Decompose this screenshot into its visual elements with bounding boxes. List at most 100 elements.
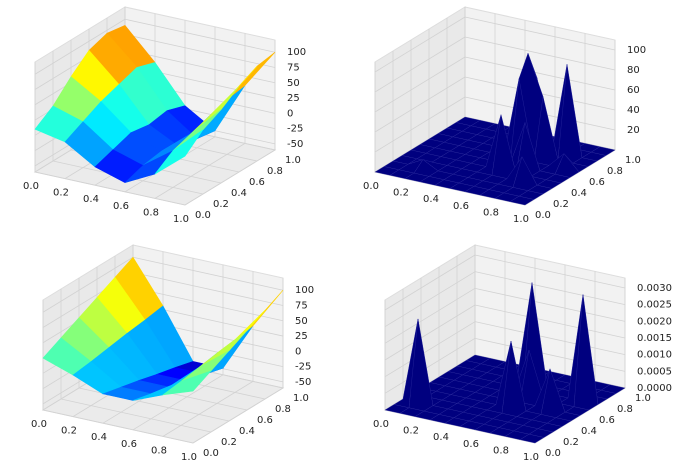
grid-line [42,256,134,313]
y-tick-label: 0.8 [267,166,283,177]
z-tick-label: 100 [287,47,306,58]
grid-line [474,304,626,339]
y-tick-label: 1.0 [635,393,651,404]
grid-line [374,76,466,133]
grid-line [384,271,476,328]
grid-line [464,16,616,51]
z-tick-label: 0.0030 [637,283,672,294]
x-tick-label: 0.8 [483,207,499,218]
grid-line [464,56,616,91]
grid-line [474,321,626,356]
surface-patch [509,196,535,206]
y-tick-label: 0.0 [535,210,551,221]
grid-line [384,304,476,361]
grid-line [474,254,626,289]
z-tick-label: 50 [287,78,300,89]
z-tick-label: 0.0015 [637,333,672,344]
z-tick-label: 100 [295,285,314,296]
grid-line [42,409,194,444]
z-tick-label: 25 [295,331,308,342]
y-tick-label: 0.6 [589,177,605,188]
y-tick-label: 0.2 [563,437,579,448]
x-tick-label: 0.0 [373,419,389,430]
z-tick-label: 20 [627,125,640,136]
subplot: 0.00.20.40.60.81.0 0.00.20.40.60.81.00.00… [373,244,672,463]
y-tick-label: 0.2 [553,199,569,210]
grid-line [154,143,246,199]
grid-line [124,34,276,68]
z-tick-label: 75 [295,301,308,312]
x-tick-label: 0.6 [121,439,137,450]
z-tick-label: 80 [627,65,640,76]
y-tick-label: 1.0 [293,393,309,404]
grid-line [474,271,626,306]
subplot: 0.00.20.40.60.81.0 0.00.20.40.60.81.02040… [363,6,646,225]
x-tick-label: 0.8 [143,207,159,218]
z-tick-label: 0.0010 [637,350,672,361]
grid-line [374,96,466,153]
x-tick-label: 1.0 [173,214,189,225]
y-tick-label: 0.8 [617,404,633,415]
y-tick-label: 0.4 [231,188,247,199]
y-tick-label: 0.4 [581,426,597,437]
y-tick-label: 0.0 [203,448,219,459]
grid-line [34,18,126,75]
z-tick-label: 40 [627,105,640,116]
grid-line [374,16,466,73]
x-tick-label: 0.8 [493,445,509,456]
y-tick-label: 0.8 [607,166,623,177]
grid-line [34,171,186,206]
grid-line [132,287,284,322]
grid-line [374,36,466,93]
x-tick-label: 0.2 [61,426,77,437]
z-tick-label: -25 [295,362,311,373]
surface-patch [161,370,212,396]
z-tick-label: 0.0000 [637,383,672,394]
x-tick-label: 0.6 [453,201,469,212]
z-tick-label: 0.0020 [637,316,672,327]
grid-line [132,272,284,306]
x-tick-label: 0.4 [423,194,439,205]
subplot: 0.00.20.40.60.81.0 0.00.20.40.60.81.0-50-… [31,244,314,463]
z-tick-label: -25 [287,124,303,135]
grid-line [474,337,626,372]
z-tick-label: 0.0025 [637,300,672,311]
y-tick-label: 0.4 [571,188,587,199]
surface-patch [154,129,204,175]
x-tick-label: 0.2 [393,188,409,199]
x-tick-label: 0.0 [363,181,379,192]
z-tick-label: 60 [627,85,640,96]
z-tick-label: 100 [627,45,646,56]
grid-line [474,287,626,322]
y-tick-label: 1.0 [625,155,641,166]
grid-line [60,398,212,433]
surface-patch [519,434,545,444]
x-tick-label: 0.2 [53,188,69,199]
y-tick-label: 0.8 [275,404,291,415]
x-tick-label: 0.4 [91,432,107,443]
grid-line [132,256,284,291]
grid-line [162,381,254,437]
x-tick-label: 0.4 [83,194,99,205]
z-tick-label: 0 [287,108,293,119]
grid-line [464,36,616,71]
x-tick-label: 0.6 [113,201,129,212]
x-tick-label: 0.4 [433,432,449,443]
x-tick-label: 0.8 [151,445,167,456]
y-tick-label: 0.6 [599,415,615,426]
z-tick-label: 0.0005 [637,366,672,377]
x-tick-label: 0.6 [463,439,479,450]
x-tick-label: 0.2 [403,426,419,437]
x-tick-label: 0.0 [23,181,39,192]
z-tick-label: -50 [287,139,303,150]
x-tick-label: 1.0 [181,452,197,463]
subplot: 0.00.20.40.60.81.0 0.00.20.40.60.81.0-50-… [23,6,306,225]
grid-line [374,56,466,113]
z-tick-label: 50 [295,316,308,327]
z-tick-label: -50 [295,377,311,388]
y-tick-label: 0.2 [221,437,237,448]
z-tick-label: 25 [287,93,300,104]
grid-line [384,337,476,394]
